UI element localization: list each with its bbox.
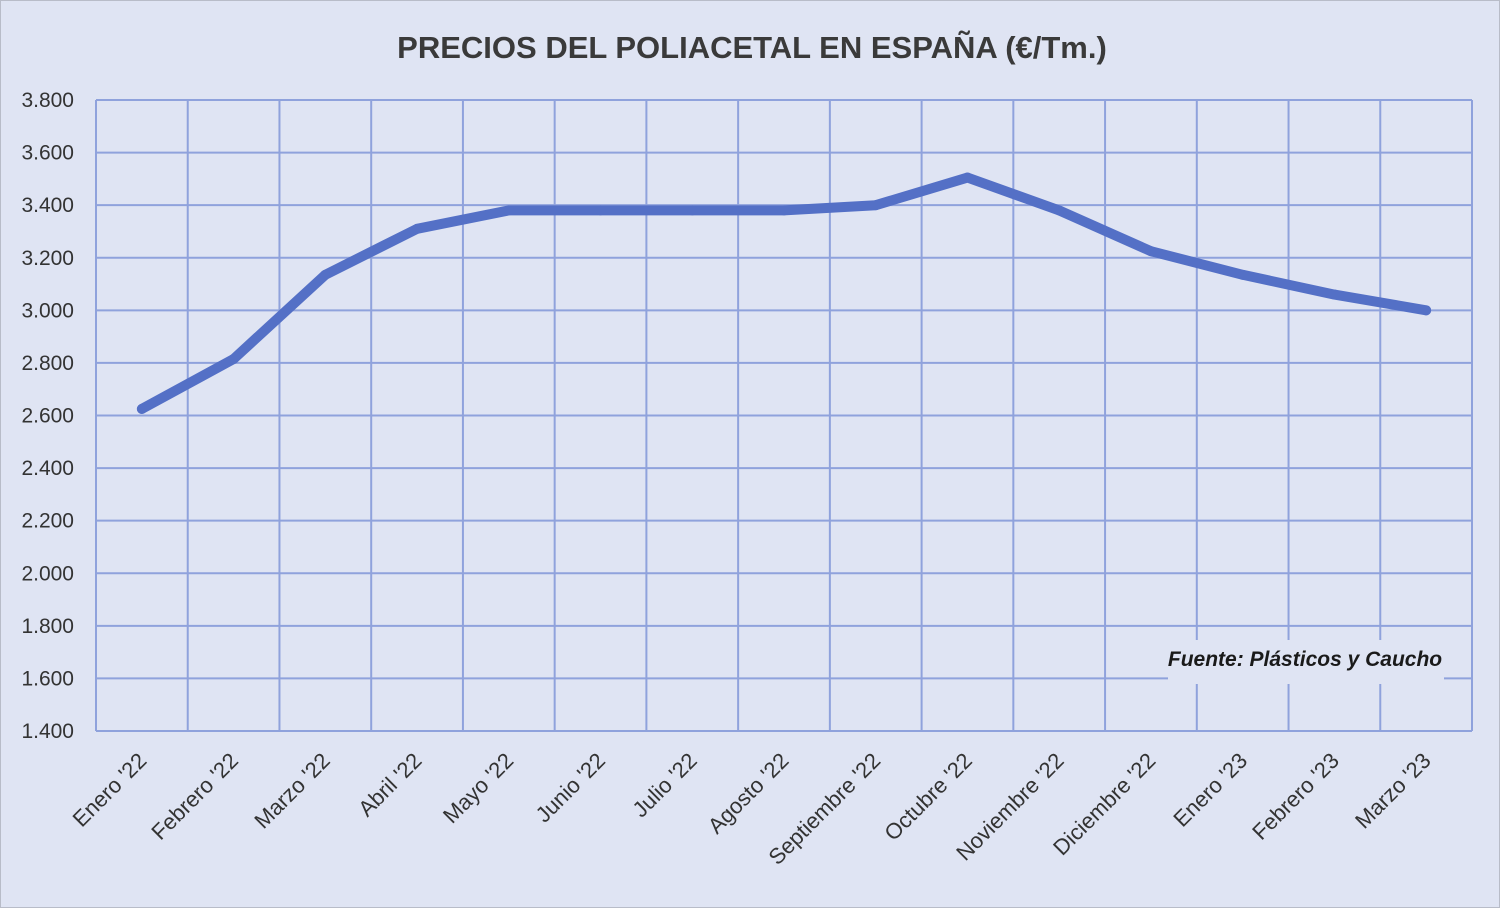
y-tick-label: 3.200	[21, 247, 74, 270]
y-tick-label: 3.600	[21, 142, 74, 165]
y-tick-label: 1.800	[21, 615, 74, 638]
x-tick-label: Agosto '22	[703, 748, 794, 839]
data-point	[320, 269, 331, 280]
data-point	[779, 205, 789, 216]
y-tick-label: 1.600	[21, 667, 74, 690]
x-tick-label: Enero '23	[1168, 748, 1252, 832]
x-tick-label: Octubre '22	[879, 748, 977, 846]
data-point	[503, 205, 514, 216]
y-tick-label: 3.400	[21, 194, 74, 217]
y-tick-label: 2.000	[21, 562, 74, 585]
data-point	[1329, 289, 1340, 300]
x-tick-label: Abril '22	[353, 748, 426, 821]
x-tick-label: Junio '22	[531, 748, 610, 827]
x-tick-label: Marzo '22	[249, 748, 334, 833]
chart-title: PRECIOS DEL POLIACETAL EN ESPAÑA (€/Tm.)	[397, 30, 1107, 65]
data-point	[136, 403, 147, 414]
y-tick-label: 3.800	[21, 89, 74, 112]
x-tick-label: Julio '22	[628, 748, 702, 822]
y-tick-label: 3.000	[21, 299, 74, 322]
y-tick-label: 2.600	[21, 405, 74, 428]
x-tick-label: Mayo '22	[438, 748, 518, 828]
data-point	[1054, 205, 1065, 216]
x-tick-label: Enero '22	[68, 748, 152, 832]
data-point	[870, 200, 881, 211]
data-point	[1145, 246, 1156, 257]
data-point	[962, 172, 973, 183]
x-tick-label: Febrero '22	[146, 748, 243, 845]
y-tick-label: 2.200	[21, 510, 74, 533]
y-tick-label: 2.400	[21, 457, 74, 480]
chart-grid	[95, 99, 1473, 732]
y-tick-label: 1.400	[21, 720, 74, 743]
source-annotation: Fuente: Plásticos y Caucho	[1168, 648, 1442, 671]
y-axis-tick-labels: 1.400 1.600 1.800 2.000 2.200 2.400 2.600 2.800…	[21, 89, 74, 743]
x-tick-label: Febrero '23	[1247, 748, 1344, 845]
y-tick-label: 2.800	[21, 352, 74, 375]
data-point	[595, 205, 606, 216]
source-annotation-background	[1168, 640, 1444, 684]
data-point	[228, 353, 239, 364]
data-point	[1421, 305, 1432, 316]
x-tick-label: Marzo '23	[1350, 748, 1435, 833]
data-point	[1237, 269, 1248, 280]
data-point	[687, 205, 698, 216]
data-point	[412, 223, 423, 234]
series-layer	[136, 172, 1432, 414]
